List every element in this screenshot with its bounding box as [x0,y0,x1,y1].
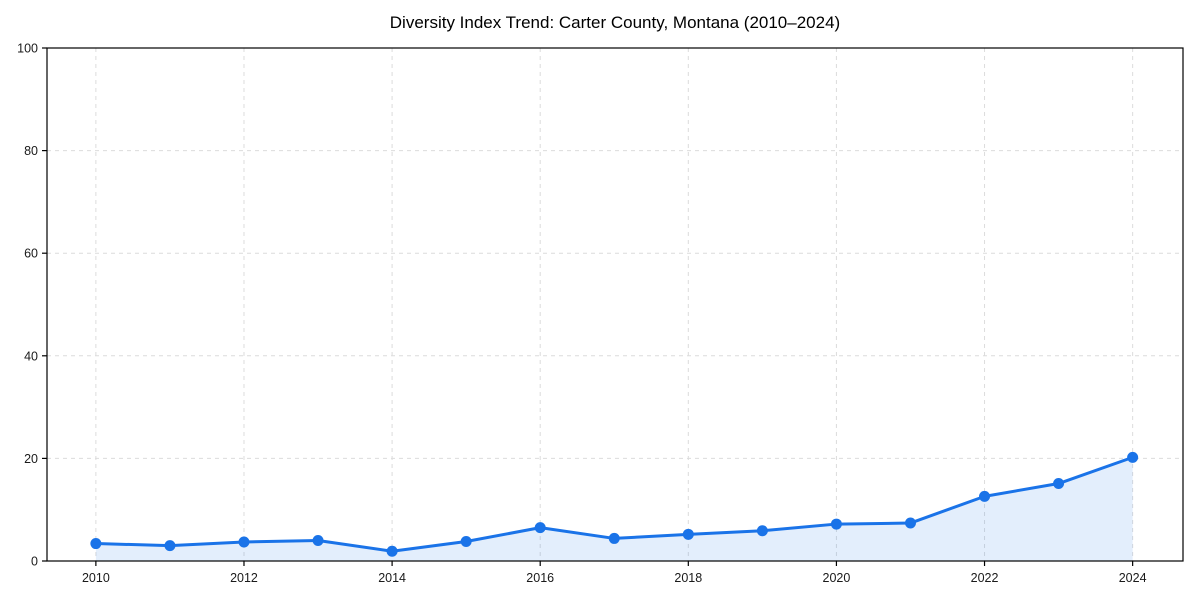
y-tick-label: 80 [24,144,38,158]
y-tick-label: 0 [31,555,38,569]
plot-border [46,47,1184,562]
data-point [830,518,842,530]
x-tick-label: 2020 [823,571,851,585]
x-tick-label: 2022 [971,571,999,585]
y-tick-label: 100 [17,42,38,56]
x-tick-label: 2018 [674,571,702,585]
data-point [904,517,916,529]
data-point [979,490,991,502]
x-tick-label: 2010 [82,571,110,585]
chart-title: Diversity Index Trend: Carter County, Mo… [389,13,841,32]
x-tick-label: 2012 [230,571,258,585]
area-fill [95,457,1133,561]
data-point [608,532,620,544]
x-tick-label: 2014 [378,571,406,585]
x-tick-label: 2024 [1119,571,1147,585]
y-tick-label: 40 [24,349,38,363]
data-point [682,528,694,540]
data-point [386,545,398,557]
data-point [1127,451,1139,463]
y-tick-label: 20 [24,452,38,466]
x-tick-label: 2016 [526,571,554,585]
data-point [756,525,768,537]
data-point [238,536,250,548]
data-point [90,538,102,550]
data-point [460,536,472,548]
data-point [1053,478,1065,490]
data-point [534,522,546,534]
data-point [164,540,176,552]
y-tick-label: 60 [24,247,38,261]
data-point [312,534,324,546]
